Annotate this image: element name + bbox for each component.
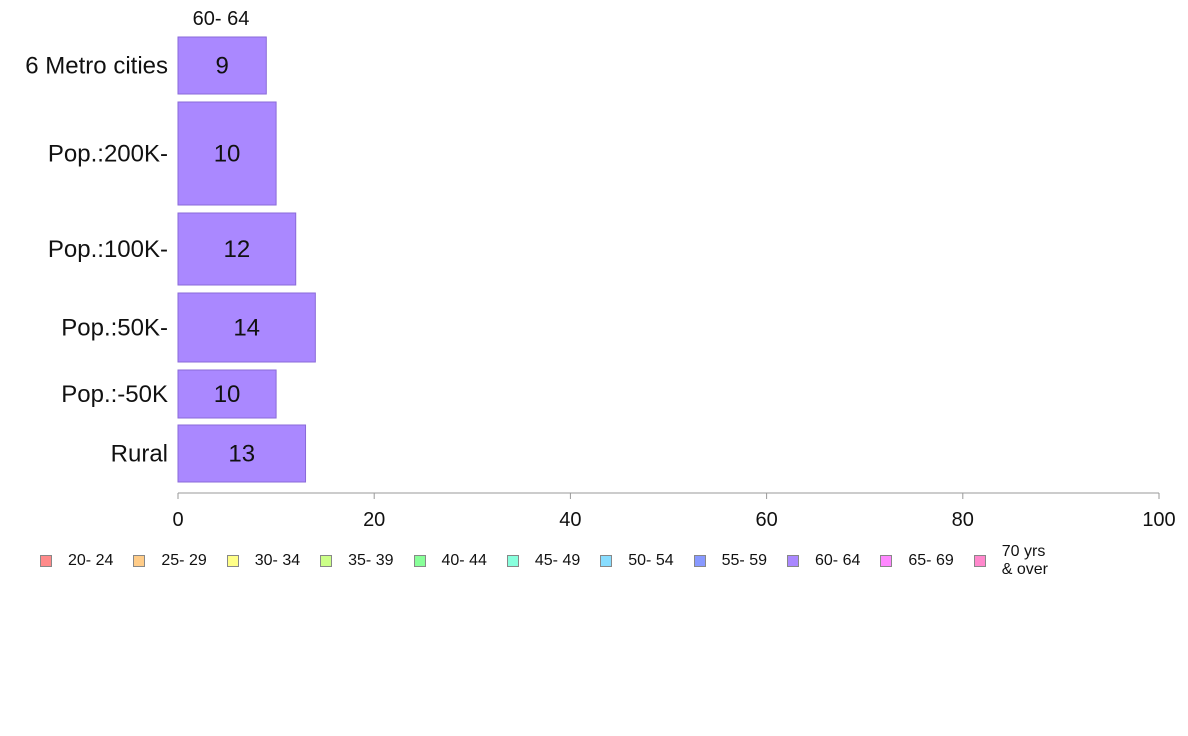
legend-label-2: 30- 34	[254, 552, 301, 569]
x-axis: 0 20 40 60 80 100	[172, 492, 1176, 531]
legend-label-5: 45- 49	[534, 552, 581, 569]
category-label-3: Pop.:50K-	[61, 315, 168, 342]
legend-label-1: 25- 29	[161, 552, 207, 569]
x-tick-label-5: 100	[1142, 509, 1175, 531]
x-tick-label-4: 80	[952, 509, 974, 531]
x-tick-label-0: 0	[172, 509, 183, 531]
legend-label-8: 60- 64	[815, 552, 861, 569]
legend-item-8: 60- 64	[787, 552, 860, 570]
legend-swatch-1	[133, 555, 146, 567]
legend-swatch-2	[226, 555, 239, 567]
legend-item-4: 40- 44	[413, 552, 487, 570]
x-tick-label-3: 60	[755, 509, 777, 531]
legend-swatch-10	[973, 555, 986, 567]
legend-item-10: 70 yrs & over	[973, 543, 1048, 579]
series-title: 60- 64	[193, 8, 250, 30]
legend-label-6: 50- 54	[628, 552, 674, 569]
data-label-0: 9	[215, 53, 228, 80]
legend-swatch-6	[600, 555, 613, 567]
legend-item-0: 20- 24	[40, 552, 113, 570]
legend-swatch-4	[413, 555, 426, 567]
legend-swatch-9	[880, 555, 893, 567]
legend-label-4: 40- 44	[441, 552, 487, 569]
bar-4	[177, 369, 277, 419]
bar-0	[177, 36, 267, 95]
legend-label-0: 20- 24	[68, 552, 114, 569]
category-label-5: Rural	[111, 441, 168, 468]
x-tick-label-1: 20	[363, 509, 385, 531]
bar-1	[177, 101, 277, 206]
legend-item-2: 30- 34	[226, 552, 301, 570]
legend-item-6: 50- 54	[600, 552, 674, 570]
legend-label-7: 55- 59	[721, 552, 767, 569]
category-label-4: Pop.:-50K	[61, 381, 168, 408]
category-label-1: Pop.:200K-	[48, 141, 168, 168]
bar-3	[177, 292, 316, 363]
legend-swatch-3	[320, 555, 333, 567]
legend-swatch-8	[787, 555, 799, 567]
legend-label-10: 70 yrs & over	[1001, 543, 1048, 578]
category-label-0: 6 Metro cities	[25, 53, 168, 80]
bar-chart: 60- 64 6 Metro cities 9 Pop.:200K- 10 Pop.:1…	[25, 8, 1176, 531]
bar-5	[177, 424, 307, 483]
data-label-5: 13	[228, 441, 255, 468]
data-label-2: 12	[224, 236, 251, 263]
category-label-2: Pop.:100K-	[48, 236, 168, 263]
legend-item-9: 65- 69	[880, 552, 954, 570]
data-label-1: 10	[214, 141, 241, 168]
legend-label-3: 35- 39	[348, 552, 394, 569]
data-label-3: 14	[233, 315, 260, 342]
legend-swatch-7	[693, 555, 706, 567]
x-tick-label-2: 40	[559, 509, 581, 531]
bar-2	[177, 212, 297, 286]
legend: 20- 24 25- 29 30- 34 35- 39 40- 44 45- 49 50- …	[40, 543, 1068, 579]
bars-group: 6 Metro cities 9 Pop.:200K- 10 Pop.:100K- 12 P…	[25, 36, 316, 483]
legend-label-9: 65- 69	[908, 552, 954, 569]
legend-item-7: 55- 59	[693, 552, 767, 570]
legend-swatch-5	[506, 555, 519, 567]
legend-item-3: 35- 39	[320, 552, 394, 570]
legend-swatch-0	[40, 555, 52, 567]
legend-item-5: 45- 49	[506, 552, 581, 570]
legend-item-1: 25- 29	[133, 552, 207, 570]
data-label-4: 10	[214, 381, 241, 408]
